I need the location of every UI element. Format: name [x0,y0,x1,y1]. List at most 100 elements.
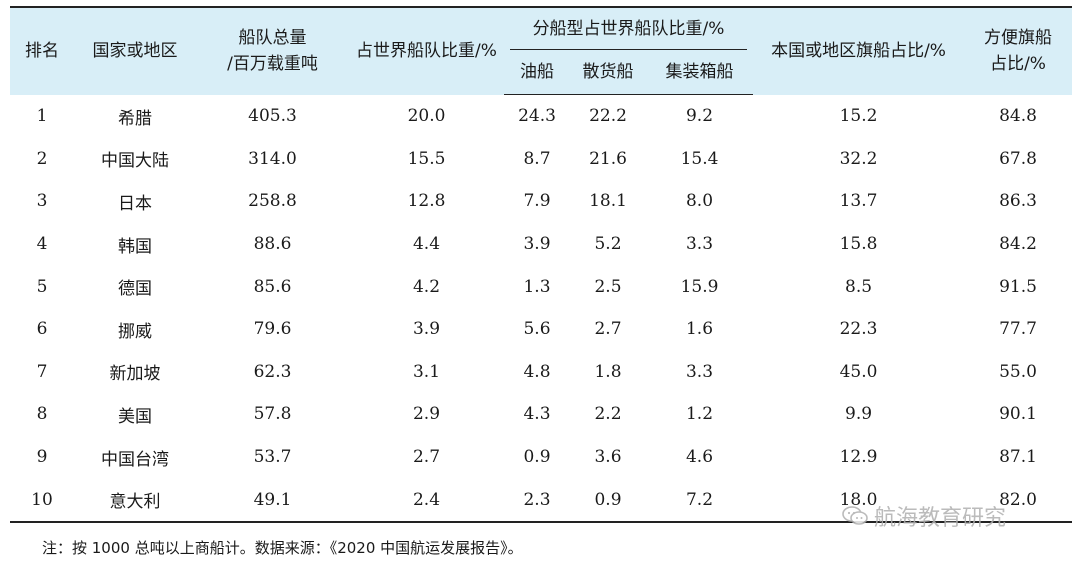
table-row: 2 中国大陆 314.0 15.5 8.7 21.6 15.4 32.2 67.8 [10,138,1072,181]
cell-share: 4.2 [412,276,441,297]
watermark-text: 航海教育研究 [874,506,1007,531]
cell-country: 意大利 [74,478,196,523]
header-fleet-total-line2: /百万载重吨 [227,54,318,75]
header-by-type-group: 分船型占世界船队比重/% [504,6,754,50]
table-row: 7 新加坡 62.3 3.1 4.8 1.8 3.3 45.0 55.0 [10,351,1072,394]
cell-container: 3.3 [685,234,714,255]
cell-fleet: 57.8 [253,404,292,425]
cell-rank: 10 [10,478,74,523]
cell-tanker: 0.9 [523,447,551,468]
cell-tanker: 8.7 [523,148,551,169]
cell-rank: 2 [36,148,48,169]
cell-container: 1.6 [685,319,714,340]
cell-rank: 5 [36,276,48,297]
cell-tanker: 4.8 [523,361,551,382]
cell-tanker: 4.3 [523,404,551,425]
cell-domestic: 15.8 [839,234,878,255]
cell-domestic: 45.0 [839,361,878,382]
table-body: 1 希腊 405.3 20.0 24.3 22.2 9.2 15.2 84.8 2 中国大陆 314… [10,95,1073,523]
header-world-share: 占世界船队比重/% [349,6,504,95]
cell-country: 日本 [118,193,152,214]
header-rank: 排名 [10,6,74,95]
cell-tanker: 5.6 [523,319,551,340]
cell-bulk: 22.2 [589,106,627,127]
cell-foc: 67.8 [999,148,1037,169]
table-row: 10 意大利 49.1 2.4 2.3 0.9 7.2 18.0 82.0 [10,478,1073,523]
cell-tanker: 2.3 [504,478,570,523]
table-note: 注：按 1000 总吨以上商船计。数据来源：《2020 中国航运发展报告》。 [42,539,523,557]
cell-rank: 6 [36,319,48,340]
cell-foc: 82.0 [964,478,1073,523]
table-row: 3 日本 258.8 12.8 7.9 18.1 8.0 13.7 86.3 [10,180,1072,223]
cell-container: 15.4 [680,148,719,169]
header-flag-of-convenience: 方便旗船 占比/% [964,6,1073,95]
header-container: 集装箱船 [646,50,754,95]
cell-domestic: 15.2 [839,106,878,127]
cell-country: 中国大陆 [101,151,169,172]
fleet-table-container: 排名 国家或地区 船队总量 /百万载重吨 占世界船队比重/% 分船型占世界船队比… [10,6,1073,523]
cell-share: 20.0 [407,106,446,127]
cell-foc: 77.7 [999,319,1037,340]
cell-container: 9.2 [685,106,714,127]
cell-fleet: 49.1 [196,478,349,523]
cell-rank: 1 [36,106,48,127]
table-header: 排名 国家或地区 船队总量 /百万载重吨 占世界船队比重/% 分船型占世界船队比… [10,6,1073,95]
wechat-icon [842,506,868,525]
cell-domestic: 8.5 [845,276,873,297]
cell-fleet: 62.3 [253,361,292,382]
cell-container: 3.3 [685,361,714,382]
cell-share: 2.7 [412,447,441,468]
cell-bulk: 1.8 [594,361,622,382]
cell-share: 2.4 [349,478,504,523]
cell-fleet: 405.3 [248,106,297,127]
table-row: 8 美国 57.8 2.9 4.3 2.2 1.2 9.9 90.1 [10,393,1072,436]
table-row: 9 中国台湾 53.7 2.7 0.9 3.6 4.6 12.9 87.1 [10,436,1072,479]
cell-tanker: 7.9 [523,191,551,212]
cell-tanker: 1.3 [523,276,551,297]
cell-foc: 91.5 [999,276,1037,297]
cell-bulk: 2.7 [594,319,622,340]
cell-foc: 87.1 [999,447,1037,468]
cell-foc: 86.3 [999,191,1037,212]
cell-country: 德国 [118,279,152,300]
cell-share: 3.1 [412,361,441,382]
cell-country: 韩国 [118,236,152,257]
cell-rank: 8 [36,404,48,425]
cell-tanker: 3.9 [523,234,551,255]
cell-share: 12.8 [407,191,446,212]
header-tanker: 油船 [504,50,570,95]
cell-bulk: 3.6 [594,447,622,468]
cell-foc: 84.8 [999,106,1037,127]
cell-share: 4.4 [412,234,441,255]
table-row: 5 德国 85.6 4.2 1.3 2.5 15.9 8.5 91.5 [10,265,1072,308]
cell-bulk: 0.9 [570,478,646,523]
cell-domestic: 13.7 [839,191,878,212]
table-row: 1 希腊 405.3 20.0 24.3 22.2 9.2 15.2 84.8 [10,95,1072,138]
header-by-type-group-label: 分船型占世界船队比重/% [532,19,725,39]
header-fleet-total: 船队总量 /百万载重吨 [196,6,349,95]
cell-share: 2.9 [412,404,441,425]
cell-foc: 90.1 [999,404,1037,425]
header-bulk: 散货船 [570,50,646,95]
cell-bulk: 21.6 [589,148,627,169]
cell-rank: 3 [36,191,48,212]
cell-bulk: 18.1 [589,191,627,212]
cell-foc: 84.2 [999,234,1037,255]
header-foc-line2: 占比/% [990,54,1046,75]
cell-fleet: 258.8 [248,191,297,212]
cell-domestic: 9.9 [845,404,873,425]
header-foc-line1: 方便旗船 [984,28,1053,49]
table-row: 4 韩国 88.6 4.4 3.9 5.2 3.3 15.8 84.2 [10,223,1072,266]
cell-bulk: 2.2 [594,404,622,425]
cell-country: 美国 [118,406,152,427]
group-divider [510,49,748,50]
cell-container: 15.9 [680,276,719,297]
cell-foc: 55.0 [999,361,1037,382]
cell-country: 挪威 [118,321,152,342]
cell-domestic: 12.9 [839,447,878,468]
header-domestic-flag: 本国或地区旗船占比/% [753,6,965,95]
cell-share: 3.9 [412,319,441,340]
cell-bulk: 2.5 [594,276,622,297]
cell-country: 新加坡 [109,364,161,385]
cell-container: 1.2 [685,404,714,425]
